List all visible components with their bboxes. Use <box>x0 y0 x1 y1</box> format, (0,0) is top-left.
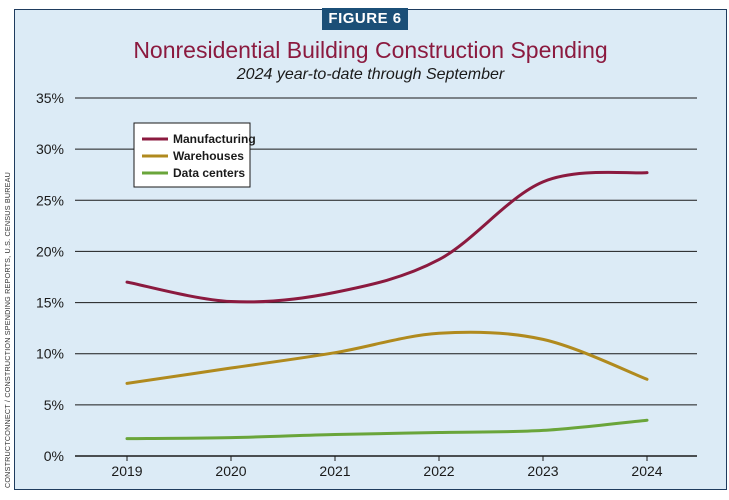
chart-panel <box>14 9 727 490</box>
series-line-manufacturing <box>125 170 649 304</box>
x-tick-label: 2022 <box>423 463 454 479</box>
x-tick-label: 2021 <box>319 463 350 479</box>
legend-label: Warehouses <box>173 149 244 163</box>
y-tick-label: 35% <box>36 90 64 106</box>
chart-subtitle: 2024 year-to-date through September <box>236 66 505 83</box>
y-tick-label: 30% <box>36 141 64 157</box>
x-tick-label: 2019 <box>111 463 142 479</box>
y-tick-label: 15% <box>36 295 64 311</box>
y-tick-label: 10% <box>36 346 64 362</box>
y-tick-label: 5% <box>44 397 64 413</box>
chart-title: Nonresidential Building Construction Spe… <box>133 37 608 63</box>
series-line-warehouses <box>125 330 649 385</box>
legend-label: Data centers <box>173 166 245 180</box>
y-tick-label: 0% <box>44 448 64 464</box>
legend-label: Manufacturing <box>173 132 256 146</box>
figure-badge: FIGURE 6 <box>322 8 408 30</box>
y-tick-label: 25% <box>36 192 64 208</box>
x-tick-label: 2020 <box>215 463 246 479</box>
y-tick-label: 20% <box>36 243 64 259</box>
x-tick-label: 2023 <box>527 463 558 479</box>
series-line-data-centers <box>125 418 649 441</box>
x-tick-label: 2024 <box>631 463 662 479</box>
